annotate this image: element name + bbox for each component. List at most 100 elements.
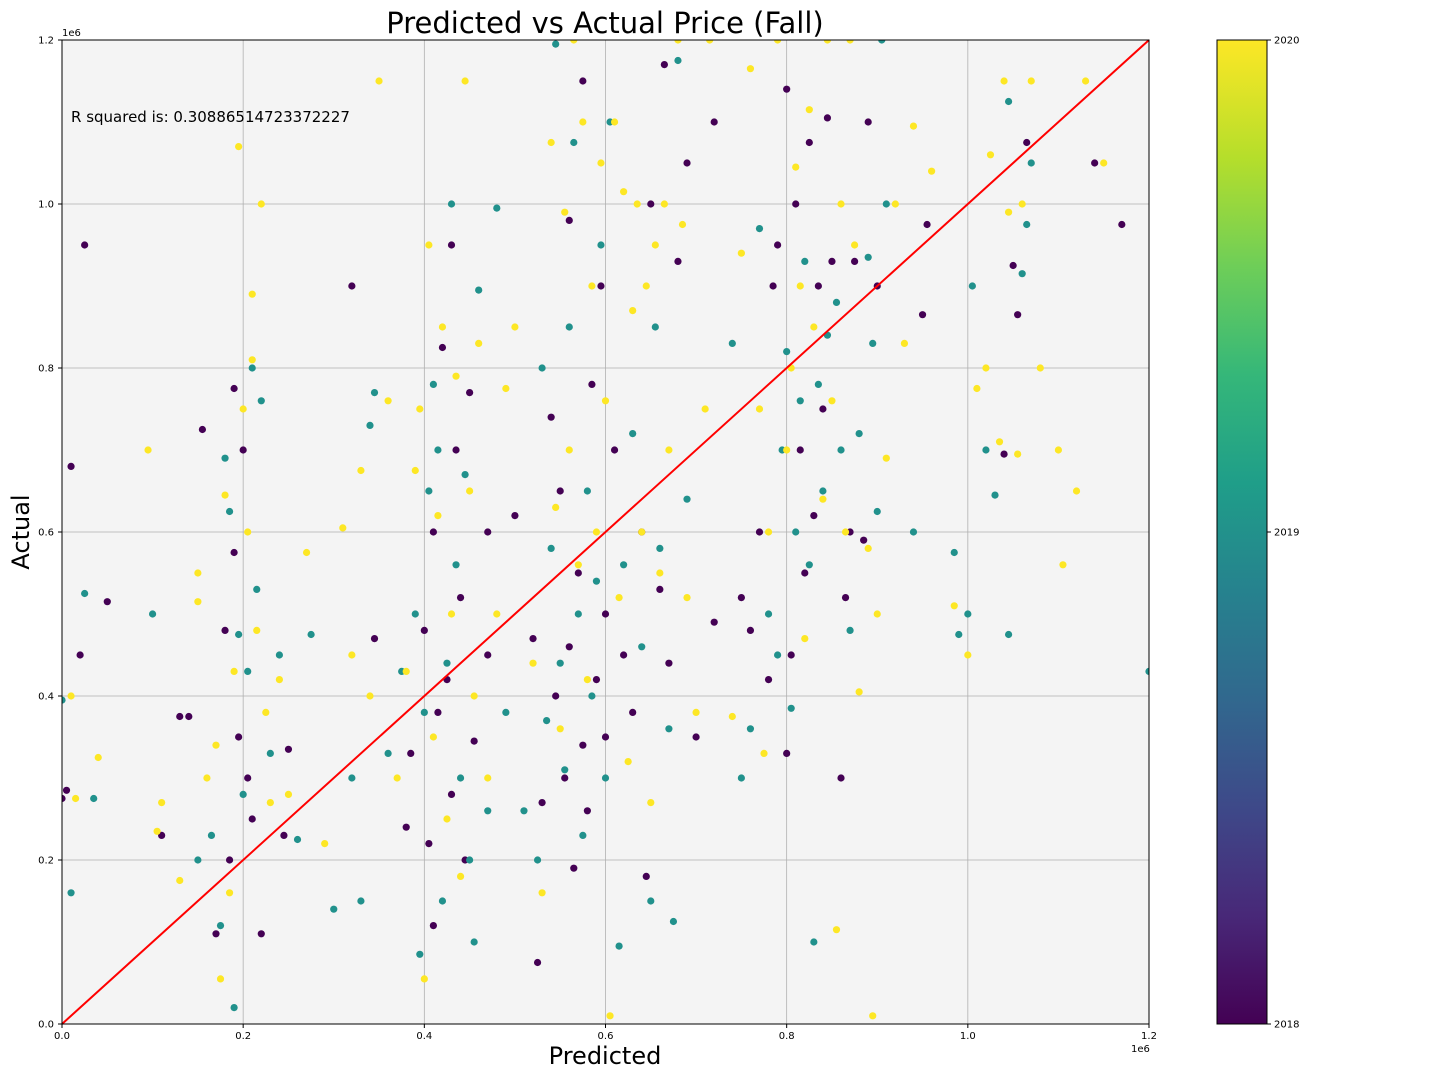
- data-point-2018: [538, 799, 546, 807]
- data-point-2020: [1100, 159, 1108, 167]
- data-point-2019: [447, 200, 456, 208]
- data-point-2020: [239, 405, 247, 413]
- data-point-2020: [900, 339, 909, 347]
- data-point-2019: [461, 471, 469, 479]
- data-point-2020: [873, 610, 881, 618]
- data-point-2019: [248, 364, 256, 372]
- data-point-2020: [764, 528, 773, 536]
- data-point-2018: [660, 61, 668, 69]
- x-tick-label: 1.2: [1141, 1031, 1157, 1042]
- data-point-2020: [1072, 487, 1081, 495]
- data-point-2020: [565, 446, 573, 454]
- data-point-2019: [764, 610, 773, 618]
- data-point-2020: [638, 528, 646, 536]
- data-point-2020: [801, 635, 809, 643]
- data-point-2020: [416, 405, 424, 413]
- data-point-2019: [411, 610, 419, 618]
- y-offset-label: 1e6: [62, 28, 81, 39]
- data-point-2020: [475, 339, 483, 347]
- data-point-2020: [615, 594, 623, 602]
- data-point-2020: [262, 708, 270, 717]
- data-point-2019: [597, 241, 605, 249]
- data-point-2018: [583, 807, 591, 815]
- data-point-2018: [547, 413, 555, 421]
- data-point-2018: [244, 774, 252, 782]
- data-point-2020: [248, 290, 256, 298]
- data-point-2018: [647, 200, 655, 208]
- data-point-2018: [198, 425, 207, 434]
- data-point-2020: [1004, 208, 1013, 216]
- data-point-2020: [425, 241, 433, 249]
- data-point-2019: [579, 831, 587, 840]
- data-point-2020: [837, 200, 845, 208]
- data-point-2019: [832, 298, 841, 306]
- data-point-2018: [620, 651, 628, 659]
- data-point-2020: [692, 708, 700, 717]
- data-point-2019: [801, 257, 809, 265]
- data-point-2019: [194, 856, 202, 864]
- data-point-2019: [348, 774, 356, 782]
- data-point-2019: [438, 897, 447, 905]
- data-point-2020: [302, 548, 311, 557]
- data-point-2019: [293, 835, 302, 844]
- data-point-2020: [660, 200, 668, 208]
- data-point-2020: [869, 1012, 877, 1020]
- y-tick-label: 0.8: [38, 364, 54, 375]
- data-point-2018: [230, 548, 238, 557]
- data-point-2018: [565, 643, 573, 651]
- data-point-2019: [484, 807, 492, 815]
- data-point-2018: [447, 241, 456, 249]
- data-point-2019: [873, 507, 881, 516]
- data-point-2018: [588, 380, 596, 388]
- data-point-2020: [819, 495, 827, 503]
- data-point-2020: [864, 544, 872, 553]
- colorbar-tick-label: 2019: [1274, 528, 1299, 539]
- data-point-2020: [592, 528, 601, 536]
- data-point-2020: [624, 758, 632, 766]
- data-point-2020: [570, 40, 578, 44]
- colorbar-ticks: 2018 2019 2020: [1267, 36, 1299, 1031]
- data-point-2018: [828, 257, 836, 265]
- data-point-2020: [950, 602, 958, 610]
- data-point-2018: [561, 774, 569, 782]
- data-point-2020: [529, 659, 537, 667]
- y-tick-label: 0.6: [38, 528, 54, 539]
- data-point-2020: [642, 282, 650, 290]
- data-point-2018: [402, 823, 410, 831]
- data-point-2020: [443, 815, 451, 823]
- data-point-2019: [964, 610, 972, 618]
- data-point-2020: [665, 446, 673, 454]
- data-point-2019: [207, 831, 216, 840]
- data-point-2018: [601, 733, 610, 741]
- data-point-2020: [964, 651, 972, 659]
- x-axis-label: Predicted: [549, 1042, 662, 1070]
- data-point-2020: [986, 151, 995, 159]
- data-point-2020: [597, 159, 605, 167]
- data-point-2020: [552, 503, 560, 511]
- data-point-2020: [891, 200, 899, 208]
- data-point-2020: [909, 122, 918, 130]
- data-point-2019: [1145, 667, 1149, 675]
- data-point-2018: [425, 840, 433, 848]
- y-tick-label: 0.2: [38, 856, 54, 867]
- data-point-2019: [755, 225, 764, 233]
- data-point-2020: [1081, 77, 1090, 85]
- data-point-2020: [434, 511, 442, 520]
- data-point-2018: [434, 708, 442, 717]
- data-point-2019: [651, 323, 659, 331]
- data-point-2018: [552, 692, 560, 700]
- data-point-2018: [484, 528, 492, 536]
- data-point-2018: [792, 200, 800, 208]
- data-point-2020: [447, 610, 456, 618]
- data-point-2019: [846, 626, 854, 635]
- data-point-2020: [158, 799, 166, 807]
- r-squared-annotation: R squared is: 0.30886514723372227: [71, 108, 350, 126]
- data-point-2018: [221, 626, 229, 635]
- colorbar-tick-label: 2020: [1274, 36, 1299, 47]
- data-point-2019: [257, 397, 265, 405]
- data-point-2018: [1023, 138, 1031, 147]
- data-point-2019: [475, 286, 483, 294]
- data-point-2019: [420, 708, 428, 717]
- data-point-2019: [810, 938, 818, 946]
- data-point-2020: [511, 323, 519, 331]
